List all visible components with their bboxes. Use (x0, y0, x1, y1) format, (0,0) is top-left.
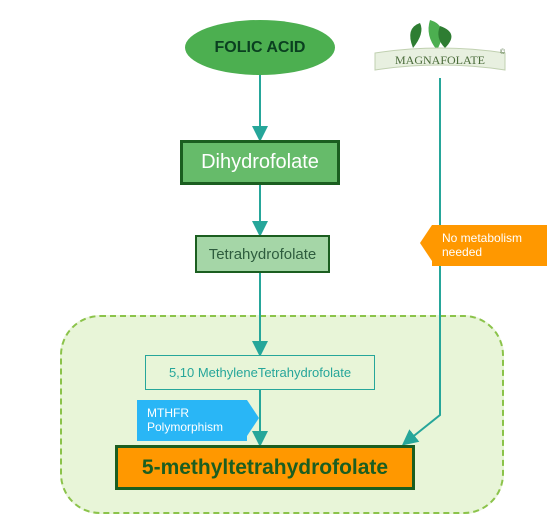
label-magnafolate: MAGNAFOLATE (395, 53, 485, 67)
node-final: 5-methyltetrahydrofolate (115, 445, 415, 490)
node-dihydrofolate: Dihydrofolate (180, 140, 340, 185)
node-magnafolate-logo: MAGNAFOLATE © (365, 18, 515, 93)
label-methylene: 5,10 MethyleneTetrahydrofolate (169, 365, 351, 380)
label-final: 5-methyltetrahydrofolate (142, 456, 388, 480)
tag-no-metabolism: No metabolism needed (432, 225, 547, 266)
trademark-icon: © (500, 48, 506, 56)
label-tetrahydrofolate: Tetrahydrofolate (209, 246, 317, 263)
label-no-metabolism: No metabolism needed (442, 231, 522, 259)
node-folic-acid: FOLIC ACID (185, 20, 335, 75)
leaf-icon (438, 26, 451, 48)
node-tetrahydrofolate: Tetrahydrofolate (195, 235, 330, 273)
label-dihydrofolate: Dihydrofolate (201, 151, 319, 174)
tag-mthfr: MTHFR Polymorphism (137, 400, 247, 441)
node-methylene: 5,10 MethyleneTetrahydrofolate (145, 355, 375, 390)
label-folic-acid: FOLIC ACID (215, 39, 306, 57)
label-mthfr: MTHFR Polymorphism (147, 406, 223, 434)
leaf-icon (410, 23, 421, 48)
